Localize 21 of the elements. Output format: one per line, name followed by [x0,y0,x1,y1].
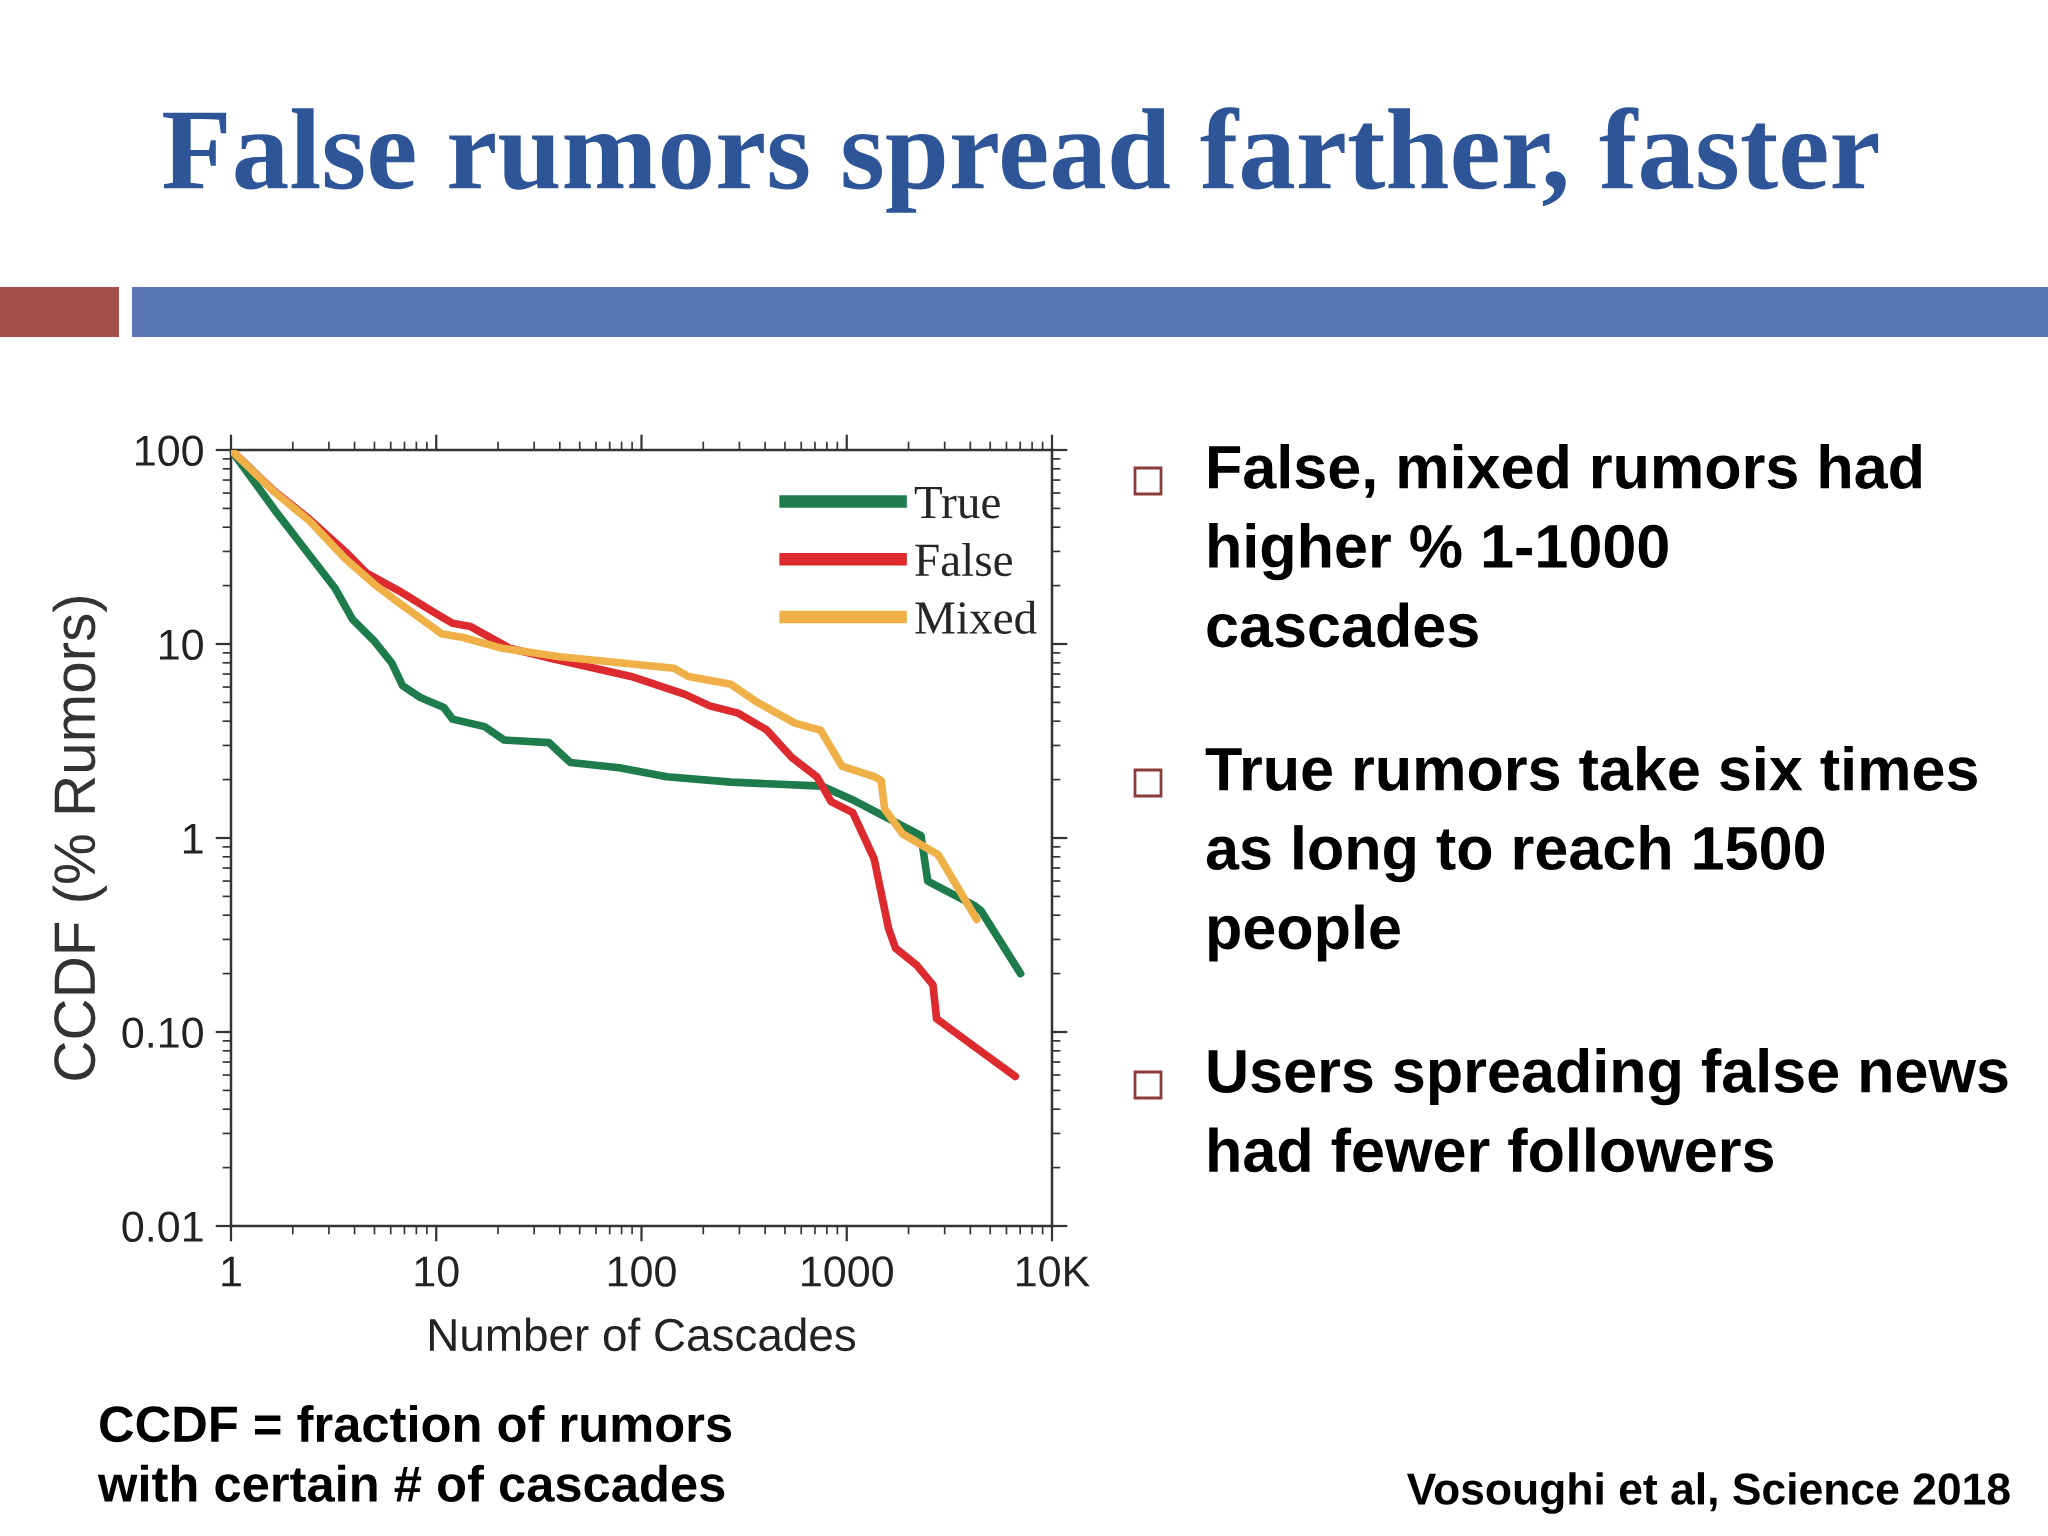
legend-label: False [915,542,1012,577]
text: True rumors take six times as long to reach 1500 people [1205,746,1977,962]
y-axis-title: CCDF (% Rumors) [52,596,107,1080]
text: CCDF = fraction of rumors with certain # of cascades [97,1405,732,1502]
x-tick-label: 10K [1016,1256,1090,1287]
y-tick-label: 0.01 [122,1211,203,1243]
chart-title: False rumors spread farther, faster [163,107,1879,213]
text: Vosoughi et al, Science 2018 [1406,1472,2010,1514]
y-tick-label: 0.10 [122,1017,203,1049]
legend-label: Mixed [915,600,1037,634]
y-tick-label: 1 [183,823,203,854]
y-tick-label: 10 [160,629,203,661]
x-tick-label: 1 [222,1256,241,1287]
x-tick-label: 10 [415,1256,459,1287]
legend-label: True [914,487,1000,519]
y-tick-label: 100 [136,435,203,467]
x-tick-label: 100 [608,1256,676,1287]
x-axis-title: Number of Cascades [430,1317,856,1352]
x-tick-label: 1000 [802,1256,893,1287]
text: False, mixed rumors had higher % 1-1000 cascades [1207,444,1921,648]
text: Users spreading false news had fewer followers [1208,1048,2008,1173]
